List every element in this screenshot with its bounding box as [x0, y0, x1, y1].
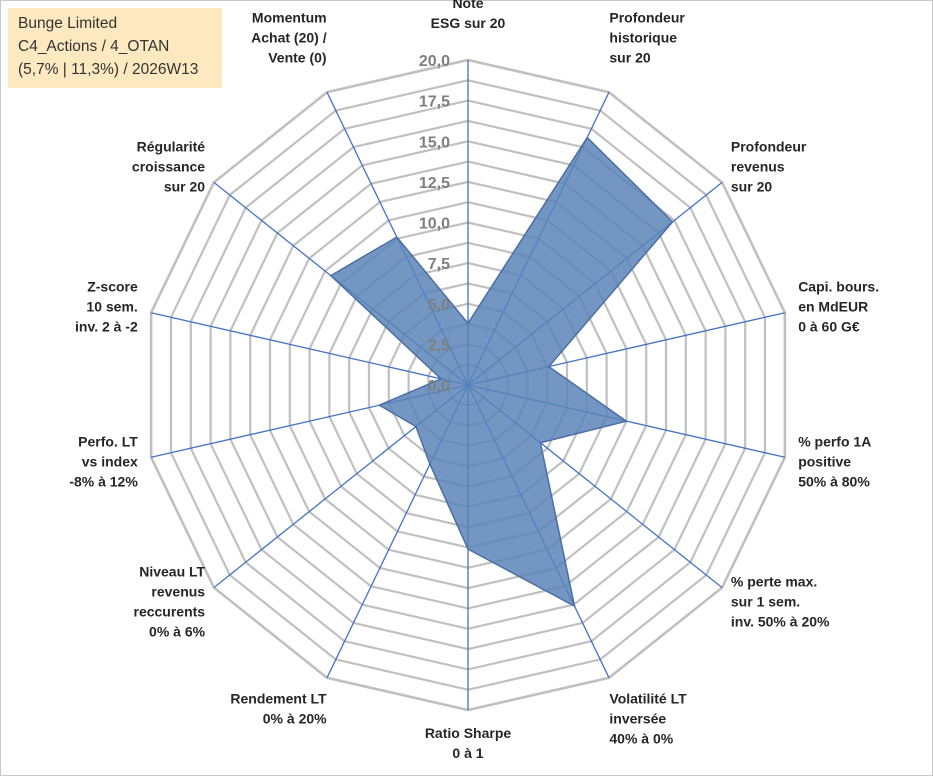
axis-label-0: Note ESG sur 20	[431, 0, 506, 31]
data-point	[586, 136, 588, 139]
data-point	[548, 365, 550, 368]
axis-label-line: ESG sur 20	[431, 15, 506, 31]
axis-label-1: Profondeur historique sur 20	[609, 10, 685, 66]
axis-label-line: Momentum	[252, 10, 327, 26]
axis-label-4: % perfo 1A positive 50% à 80%	[798, 434, 871, 490]
chart-title-stats: (5,7% | 11,3%) / 2026W13	[18, 61, 199, 78]
tick-label: 0,0	[428, 378, 450, 395]
axis-label-5: % perte max. sur 1 sem. inv. 50% à 20%	[731, 574, 830, 630]
axis-label-line: sur 20	[731, 178, 772, 194]
axis-label-12: Régularité croissance sur 20	[132, 138, 205, 194]
axis-label-line: 10 sem.	[86, 298, 137, 314]
axis-label-line: Volatilité LT	[609, 690, 687, 706]
data-point	[467, 322, 469, 325]
data-point	[378, 404, 381, 407]
tick-label-layer: 0,0 2,5 5,0 7,5 10,0 12,5 15,0 17,5 20,0	[419, 53, 450, 395]
axis-label-9: Niveau LT revenus reccurents 0% à 6%	[134, 564, 206, 640]
axis-spoke	[150, 312, 469, 386]
chart-title-box: Bunge Limited C4_Actions / 4_OTAN (5,7% …	[8, 8, 222, 88]
axis-label-line: Régularité	[137, 138, 206, 154]
data-point	[429, 463, 431, 465]
data-point	[440, 378, 442, 380]
axis-label-line: croissance	[132, 158, 205, 174]
tick-label: 2,5	[428, 337, 450, 354]
data-point	[396, 236, 398, 238]
axis-label-line: Ratio Sharpe	[425, 725, 512, 741]
data-point	[671, 221, 674, 223]
axis-label-line: revenus	[731, 158, 785, 174]
axis-label-line: 0 à 1	[452, 745, 483, 761]
axis-label-line: % perfo 1A	[798, 434, 871, 450]
axis-label-line: Profondeur	[731, 138, 807, 154]
tick-label: 7,5	[428, 256, 450, 273]
axis-label-line: % perte max.	[731, 574, 817, 590]
axis-label-line: sur 1 sem.	[731, 594, 800, 610]
tick-label: 10,0	[419, 216, 450, 233]
axis-label-line: inv. 2 à -2	[75, 318, 138, 334]
chart-title-category: C4_Actions / 4_OTAN	[18, 38, 170, 55]
tick-label: 17,5	[419, 94, 450, 111]
axis-label-line: -8% à 12%	[69, 474, 138, 490]
axis-label-line: Profondeur	[609, 10, 685, 26]
axis-label-layer: Note ESG sur 20 Profondeur historique sur 20…	[69, 0, 879, 761]
axis-label-6: Volatilité LT inversée 40% à 0%	[609, 690, 687, 746]
axis-label-line: sur 20	[609, 50, 650, 66]
axis-label-line: Perfo. LT	[78, 434, 138, 450]
axis-label-line: Rendement LT	[230, 690, 327, 706]
axis-label-line: sur 20	[164, 178, 205, 194]
data-point	[573, 605, 576, 607]
data-point	[467, 548, 469, 550]
axis-label-line: Note	[452, 0, 483, 11]
axis-label-line: 50% à 80%	[798, 474, 870, 490]
axis-label-11: Z-score 10 sem. inv. 2 à -2	[75, 278, 138, 334]
axis-label-line: 0 à 60 G€	[798, 318, 860, 334]
axis-label-3: Capi. bours. en MdEUR 0 à 60 G€	[798, 278, 879, 334]
chart-title-company: Bunge Limited	[18, 15, 118, 32]
axis-label-line: 0% à 20%	[263, 710, 327, 726]
axis-label-13: Momentum Achat (20) / Vente (0)	[251, 10, 327, 66]
data-point	[539, 442, 542, 444]
axis-label-line: reccurents	[134, 604, 206, 620]
series-layer	[329, 136, 674, 608]
tick-label: 5,0	[428, 297, 450, 314]
axis-label-line: Z-score	[87, 278, 138, 294]
axis-label-8: Rendement LT 0% à 20%	[230, 690, 327, 726]
axis-label-line: Niveau LT	[139, 564, 205, 580]
data-point	[625, 420, 628, 423]
data-point	[415, 425, 417, 428]
axis-label-line: Achat (20) /	[251, 30, 327, 46]
axis-label-line: historique	[609, 30, 677, 46]
axis-label-2: Profondeur revenus sur 20	[731, 138, 807, 194]
axis-label-line: Capi. bours.	[798, 278, 879, 294]
axis-label-10: Perfo. LT vs index -8% à 12%	[69, 434, 138, 490]
tick-label: 15,0	[419, 134, 450, 151]
tick-label: 12,5	[419, 175, 450, 192]
axis-label-line: vs index	[82, 454, 138, 470]
axis-label-line: Vente (0)	[268, 50, 326, 66]
axis-label-line: inversée	[609, 710, 666, 726]
tick-label: 20,0	[419, 53, 450, 70]
axis-label-line: positive	[798, 454, 851, 470]
axis-label-line: 40% à 0%	[609, 730, 673, 746]
axis-label-line: inv. 50% à 20%	[731, 614, 830, 630]
axis-label-7: Ratio Sharpe 0 à 1	[425, 725, 512, 761]
data-point	[330, 274, 332, 277]
axis-label-line: en MdEUR	[798, 298, 868, 314]
axis-label-line: revenus	[151, 584, 205, 600]
axis-label-line: 0% à 6%	[149, 624, 206, 640]
